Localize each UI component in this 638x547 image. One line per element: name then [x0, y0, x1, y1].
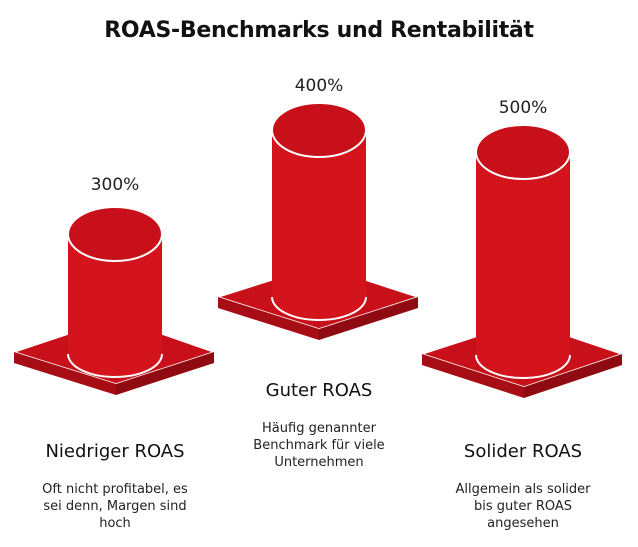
base-plate-right-edge: [116, 352, 214, 395]
cylinder-body: [272, 130, 366, 320]
base-plate-left-edge: [218, 297, 319, 340]
page-title: ROAS-Benchmarks und Rentabilität: [104, 18, 534, 43]
cylinder-body: [476, 152, 570, 378]
value-label-2: 400%: [294, 76, 344, 96]
base-plate-left-edge: [14, 352, 116, 395]
cylinder-base-rim: [67, 353, 163, 378]
benchmark-name-2: Guter ROAS: [265, 380, 373, 401]
benchmark-description-3: Allgemein als solider bis guter ROAS ang…: [455, 482, 591, 531]
pillar-solider-roas: [419, 124, 625, 398]
value-label-1: 300%: [90, 175, 140, 195]
pillar-guter-roas: [215, 102, 421, 340]
base-plate-right-edge: [319, 297, 418, 340]
benchmark-name-1: Niedriger ROAS: [45, 441, 185, 462]
benchmark-description-1: Oft nicht profitabel, es sei denn, Marge…: [42, 482, 188, 531]
cylinder-base-rim: [475, 354, 571, 379]
benchmark-name-3: Solider ROAS: [463, 441, 583, 462]
cylinder-top: [67, 206, 163, 262]
value-label-3: 500%: [498, 98, 548, 118]
benchmark-description-2: Häufig genannter Benchmark für viele Unt…: [253, 421, 385, 470]
base-plate-right-edge: [524, 354, 622, 398]
cylinder-top: [271, 102, 367, 158]
cylinder-base-rim: [271, 296, 367, 321]
cylinder-top: [475, 124, 571, 180]
pillar-niedriger-roas: [11, 206, 217, 395]
base-plate-left-edge: [422, 354, 524, 398]
cylinder-body: [68, 234, 162, 377]
